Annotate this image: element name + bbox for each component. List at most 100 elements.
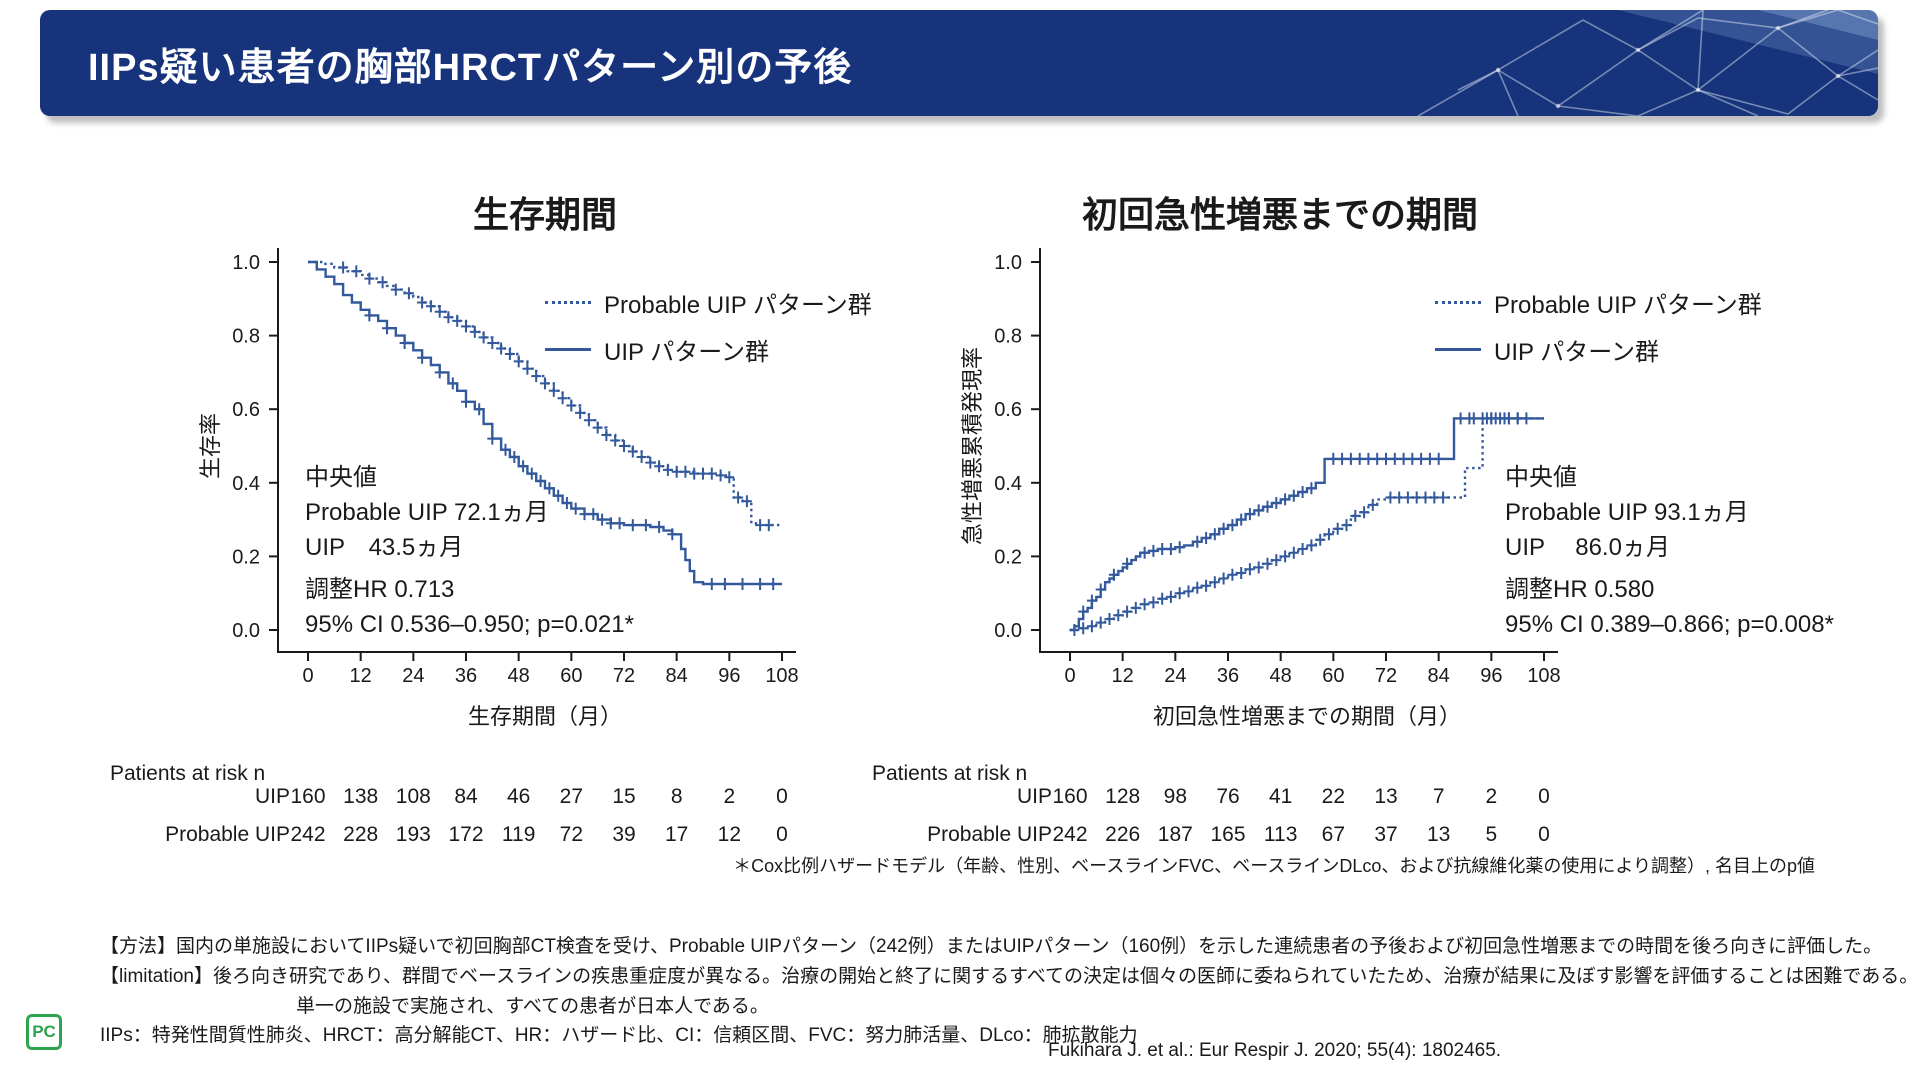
risk-value: 15 bbox=[612, 785, 635, 808]
limitation-line: 【limitation】後ろ向き研究であり、群間でベースラインの疾患重症度が異な… bbox=[100, 966, 1919, 987]
y-tick-label: 0.6 bbox=[232, 399, 260, 421]
censor-marks-uip bbox=[364, 309, 779, 590]
survival-median-annotation: 中央値 Probable UIP 72.1ヵ月 UIP 43.5ヵ月 bbox=[305, 460, 549, 565]
x-tick-label: 96 bbox=[1480, 665, 1502, 687]
legend-row-probable-uip: Probable UIP パターン群 bbox=[545, 279, 872, 326]
risk-value: 108 bbox=[396, 785, 431, 808]
exacerbation-chart-block: 0.0 0.2 0.4 0.6 0.8 1.0 0 12 24 36 48 60 72 84 96 108 急性… bbox=[852, 130, 1834, 852]
x-tick-label: 24 bbox=[402, 665, 424, 687]
risk-value: 138 bbox=[343, 785, 378, 808]
risk-value: 72 bbox=[560, 823, 583, 846]
risk-value: 165 bbox=[1210, 823, 1245, 846]
median-title: 中央値 bbox=[1505, 464, 1577, 491]
risk-value: 13 bbox=[1427, 823, 1450, 846]
risk-value: 8 bbox=[671, 785, 683, 808]
legend-label: Probable UIP パターン群 bbox=[604, 292, 872, 319]
y-axis-label: 生存率 bbox=[198, 413, 223, 479]
risk-value: 187 bbox=[1158, 823, 1193, 846]
risk-value: 46 bbox=[507, 785, 530, 808]
risk-value: 2 bbox=[723, 785, 735, 808]
x-tick-label: 24 bbox=[1164, 665, 1186, 687]
censor-marks-probable-uip bbox=[338, 261, 774, 532]
risk-value: 160 bbox=[290, 785, 325, 808]
y-tick-label: 0.4 bbox=[232, 473, 260, 495]
legend-label: Probable UIP パターン群 bbox=[1494, 292, 1762, 319]
y-tick-label: 1.0 bbox=[232, 252, 260, 274]
x-tick-label: 72 bbox=[613, 665, 635, 687]
network-mesh-decoration bbox=[1417, 10, 1878, 116]
risk-value: 0 bbox=[776, 823, 788, 846]
risk-value: 0 bbox=[1538, 785, 1550, 808]
legend-row-uip: UIP パターン群 bbox=[545, 326, 872, 373]
risk-value: 242 bbox=[1052, 823, 1087, 846]
risk-value: 67 bbox=[1322, 823, 1345, 846]
survival-km-chart: 0.0 0.2 0.4 0.6 0.8 1.0 0 12 24 36 48 60 72 84 96 108 生存… bbox=[110, 248, 799, 846]
legend-label: UIP パターン群 bbox=[604, 339, 770, 366]
legend-row-probable-uip: Probable UIP パターン群 bbox=[1435, 279, 1762, 326]
y-tick-label: 0.0 bbox=[232, 620, 260, 642]
risk-value: 27 bbox=[560, 785, 583, 808]
x-tick-label: 84 bbox=[1428, 665, 1450, 687]
adjusted-hr: 調整HR 0.713 bbox=[305, 576, 455, 603]
x-tick-label: 108 bbox=[1527, 665, 1560, 687]
exacerbation-median-annotation: 中央値 Probable UIP 93.1ヵ月 UIP 86.0ヵ月 bbox=[1505, 460, 1749, 565]
km-curve-probable-uip bbox=[1070, 417, 1544, 632]
exacerbation-hr-annotation: 調整HR 0.580 95% CI 0.389–0.866; p=0.008* bbox=[1505, 572, 1834, 642]
y-tick-label: 0.8 bbox=[994, 326, 1022, 348]
legend-row-uip: UIP パターン群 bbox=[1435, 326, 1762, 373]
x-tick-label: 108 bbox=[765, 665, 798, 687]
risk-value: 172 bbox=[448, 823, 483, 846]
survival-hr-annotation: 調整HR 0.713 95% CI 0.536–0.950; p=0.021* bbox=[305, 572, 634, 642]
header-bar: IIPs疑い患者の胸部HRCTパターン別の予後 bbox=[40, 10, 1878, 116]
risk-value: 37 bbox=[1374, 823, 1397, 846]
cox-model-footnote: ＊Cox比例ハザードモデル（年齢、性別、ベースラインFVC、ベースラインDLco… bbox=[733, 856, 1815, 876]
risk-value: 41 bbox=[1269, 785, 1292, 808]
risk-row-label: UIP bbox=[255, 785, 290, 808]
risk-row-label: Probable UIP bbox=[927, 823, 1052, 846]
x-tick-label: 0 bbox=[1064, 665, 1075, 687]
exacerbation-legend: Probable UIP パターン群 UIP パターン群 bbox=[1435, 279, 1762, 373]
legend-label: UIP パターン群 bbox=[1494, 339, 1660, 366]
x-axis-label: 初回急性増悪までの期間（月） bbox=[1153, 704, 1461, 729]
risk-value: 242 bbox=[290, 823, 325, 846]
risk-value: 7 bbox=[1433, 785, 1445, 808]
survival-legend: Probable UIP パターン群 UIP パターン群 bbox=[545, 279, 872, 373]
confidence-interval: 95% CI 0.389–0.866; p=0.008* bbox=[1505, 611, 1834, 638]
exacerbation-km-chart: 0.00.20.40.60.81.00 12 24 36 48 60 72 84 96 108急性… bbox=[872, 248, 1561, 846]
x-tick-label: 12 bbox=[1112, 665, 1134, 687]
y-tick-label: 0.6 bbox=[994, 399, 1022, 421]
dotted-line-sample bbox=[545, 301, 591, 304]
risk-value: 113 bbox=[1264, 823, 1297, 846]
median-probable-uip: Probable UIP 93.1ヵ月 bbox=[1505, 499, 1749, 526]
risk-value: 119 bbox=[502, 823, 535, 846]
x-axis-label: 生存期間（月） bbox=[468, 704, 622, 729]
dotted-line-sample bbox=[1435, 301, 1481, 304]
x-tick-label: 60 bbox=[560, 665, 582, 687]
risk-value: 0 bbox=[776, 785, 788, 808]
x-tick-label: 12 bbox=[350, 665, 372, 687]
risk-value: 39 bbox=[612, 823, 635, 846]
risk-value: 160 bbox=[1052, 785, 1087, 808]
risk-table-header: Patients at risk n bbox=[110, 762, 265, 785]
y-axis-label: 急性増悪累積発現率 bbox=[960, 347, 985, 545]
risk-value: 228 bbox=[343, 823, 378, 846]
risk-value: 76 bbox=[1216, 785, 1239, 808]
slide-title: IIPs疑い患者の胸部HRCTパターン別の予後 bbox=[88, 46, 853, 89]
risk-value: 22 bbox=[1322, 785, 1345, 808]
censor-marks-probable-uip bbox=[1069, 412, 1532, 636]
exacerbation-chart-title: 初回急性増悪までの期間 bbox=[1081, 194, 1478, 235]
y-tick-label: 0.4 bbox=[994, 473, 1022, 495]
solid-line-sample bbox=[1435, 348, 1481, 351]
x-tick-label: 36 bbox=[455, 665, 477, 687]
adjusted-hr: 調整HR 0.580 bbox=[1505, 576, 1655, 603]
pc-logo-text: PC bbox=[32, 1022, 56, 1041]
confidence-interval: 95% CI 0.536–0.950; p=0.021* bbox=[305, 611, 634, 638]
censor-marks-uip bbox=[1078, 412, 1523, 618]
x-tick-label: 48 bbox=[1270, 665, 1292, 687]
pc-logo: PC bbox=[26, 1014, 62, 1050]
y-tick-label: 0.2 bbox=[232, 546, 260, 568]
km-curve-uip bbox=[1070, 417, 1544, 632]
risk-value: 0 bbox=[1538, 823, 1550, 846]
x-tick-label: 36 bbox=[1217, 665, 1239, 687]
